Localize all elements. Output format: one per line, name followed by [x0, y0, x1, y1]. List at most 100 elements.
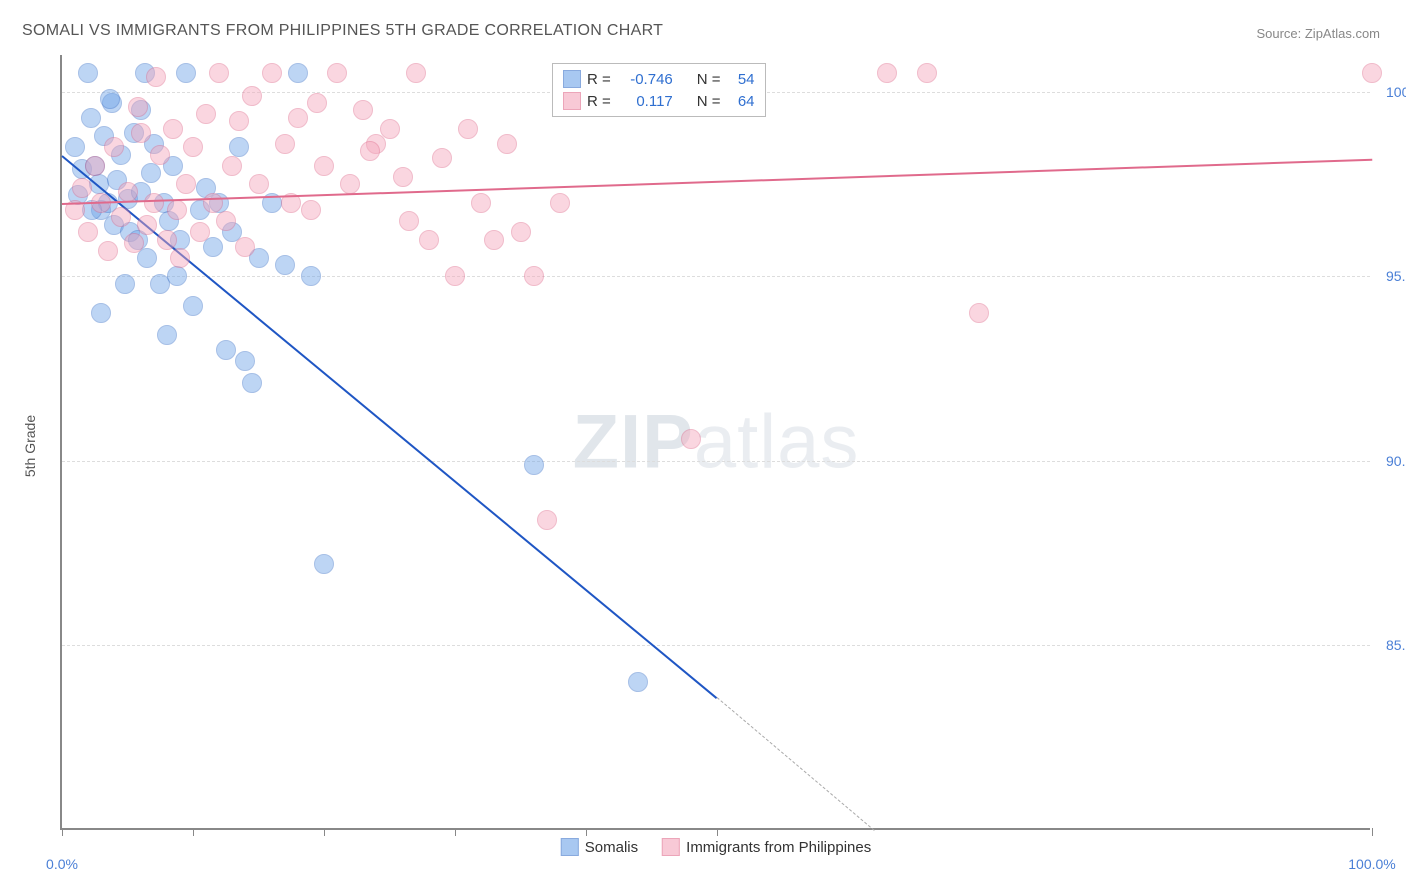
data-point	[222, 156, 242, 176]
y-tick-label: 90.0%	[1380, 453, 1406, 469]
data-point	[288, 108, 308, 128]
data-point	[471, 193, 491, 213]
data-point	[157, 325, 177, 345]
data-point	[458, 119, 478, 139]
data-point	[167, 200, 187, 220]
data-point	[242, 373, 262, 393]
data-point	[380, 119, 400, 139]
data-point	[78, 222, 98, 242]
data-point	[150, 145, 170, 165]
data-point	[524, 455, 544, 475]
data-point	[216, 211, 236, 231]
data-point	[183, 137, 203, 157]
watermark-zip: ZIP	[573, 399, 694, 484]
data-point	[537, 510, 557, 530]
data-point	[681, 429, 701, 449]
data-point	[176, 174, 196, 194]
data-point	[78, 63, 98, 83]
stat-value-r: -0.746	[617, 71, 673, 88]
data-point	[235, 237, 255, 257]
data-point	[511, 222, 531, 242]
data-point	[406, 63, 426, 83]
stat-label-r: R =	[587, 71, 611, 88]
data-point	[141, 163, 161, 183]
data-point	[314, 156, 334, 176]
data-point	[235, 351, 255, 371]
data-point	[104, 137, 124, 157]
data-point	[209, 63, 229, 83]
data-point	[262, 63, 282, 83]
legend-label: Immigrants from Philippines	[686, 839, 871, 856]
data-point	[163, 119, 183, 139]
data-point	[301, 200, 321, 220]
stat-value-n: 64	[727, 93, 755, 110]
x-tick	[455, 828, 456, 836]
x-tick-label: 100.0%	[1348, 856, 1395, 872]
data-point	[275, 134, 295, 154]
data-point	[167, 266, 187, 286]
stats-row: R = 0.117 N = 64	[563, 90, 755, 112]
data-point	[85, 156, 105, 176]
data-point	[137, 215, 157, 235]
x-tick	[717, 828, 718, 836]
data-point	[340, 174, 360, 194]
data-point	[445, 266, 465, 286]
data-point	[115, 274, 135, 294]
data-point	[314, 554, 334, 574]
plot-area: ZIPatlas 85.0%90.0%95.0%100.0%0.0%100.0%…	[60, 55, 1370, 830]
data-point	[288, 63, 308, 83]
gridline-h	[62, 461, 1370, 462]
data-point	[877, 63, 897, 83]
y-tick-label: 95.0%	[1380, 268, 1406, 284]
data-point	[65, 137, 85, 157]
y-tick-label: 100.0%	[1380, 84, 1406, 100]
legend-label: Somalis	[585, 839, 638, 856]
data-point	[91, 303, 111, 323]
data-point	[399, 211, 419, 231]
legend-item: Immigrants from Philippines	[662, 838, 871, 856]
data-point	[81, 108, 101, 128]
legend-swatch	[563, 92, 581, 110]
data-point	[1362, 63, 1382, 83]
data-point	[249, 174, 269, 194]
stat-label-n: N =	[697, 71, 721, 88]
data-point	[118, 182, 138, 202]
legend-swatch	[563, 70, 581, 88]
data-point	[146, 67, 166, 87]
legend: Somalis Immigrants from Philippines	[561, 838, 871, 856]
x-tick-label: 0.0%	[46, 856, 78, 872]
x-tick	[324, 828, 325, 836]
data-point	[144, 193, 164, 213]
y-axis-label: 5th Grade	[22, 415, 38, 477]
data-point	[124, 233, 144, 253]
watermark-atlas: atlas	[694, 399, 860, 484]
data-point	[72, 178, 92, 198]
x-tick	[586, 828, 587, 836]
stat-value-r: 0.117	[617, 93, 673, 110]
data-point	[242, 86, 262, 106]
data-point	[196, 104, 216, 124]
data-point	[157, 230, 177, 250]
data-point	[131, 123, 151, 143]
stat-label-n: N =	[697, 93, 721, 110]
data-point	[969, 303, 989, 323]
legend-item: Somalis	[561, 838, 638, 856]
data-point	[216, 340, 236, 360]
data-point	[353, 100, 373, 120]
stat-value-n: 54	[727, 71, 755, 88]
data-point	[275, 255, 295, 275]
legend-swatch	[662, 838, 680, 856]
data-point	[203, 193, 223, 213]
data-point	[111, 207, 131, 227]
data-point	[301, 266, 321, 286]
data-point	[360, 141, 380, 161]
gridline-h	[62, 645, 1370, 646]
data-point	[98, 241, 118, 261]
x-tick	[62, 828, 63, 836]
stats-box: R = -0.746 N = 54 R = 0.117 N = 64	[552, 63, 766, 117]
data-point	[497, 134, 517, 154]
data-point	[419, 230, 439, 250]
stat-label-r: R =	[587, 93, 611, 110]
data-point	[917, 63, 937, 83]
legend-swatch	[561, 838, 579, 856]
